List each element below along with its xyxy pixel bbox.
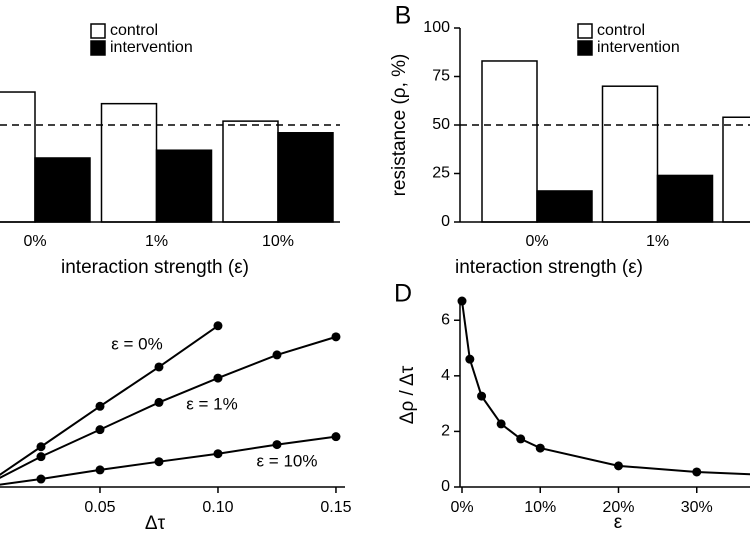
data-point (331, 332, 341, 342)
panel-label: D (394, 280, 412, 308)
bar (536, 190, 593, 223)
bar (100, 102, 158, 223)
data-point (477, 391, 487, 401)
bar (481, 60, 538, 223)
bar (222, 120, 279, 223)
x-axis-label: interaction strength (ε) (455, 257, 643, 278)
data-point (516, 434, 526, 444)
x-tick-label: 10% (524, 499, 556, 516)
x-tick-label: 0.05 (84, 499, 115, 516)
y-tick-label: 75 (432, 68, 450, 85)
data-point (154, 457, 164, 467)
y-tick-label: 50 (432, 116, 450, 133)
bar (601, 85, 659, 223)
bar (0, 91, 36, 223)
series-label: ε = 10% (257, 451, 318, 470)
data-point (154, 397, 164, 407)
x-tick-label: 30% (681, 499, 713, 516)
y-tick-label: 6 (441, 311, 450, 328)
data-point (465, 354, 475, 364)
bar (722, 116, 750, 223)
panel-label: B (395, 2, 412, 30)
bar (155, 149, 213, 223)
series-label: ε = 0% (111, 334, 163, 353)
x-tick-label: 1% (646, 233, 669, 250)
x-tick-label: 1% (145, 233, 168, 250)
data-point (36, 442, 46, 452)
x-tick-label: 10% (262, 233, 294, 250)
y-tick-label: 0 (441, 213, 450, 230)
y-tick-label: 25 (432, 165, 450, 182)
data-point (692, 467, 702, 477)
x-tick-label: 0.15 (320, 499, 351, 516)
legend-swatch (90, 23, 106, 39)
x-tick-label: 0.10 (202, 499, 233, 516)
legend-label: control (597, 22, 645, 39)
y-tick-label: 100 (423, 19, 450, 36)
y-tick-label: 4 (441, 367, 450, 384)
legend-swatch (577, 23, 593, 39)
data-point (95, 401, 105, 411)
data-point (36, 474, 46, 484)
series-line (461, 300, 750, 476)
legend-swatch (90, 40, 106, 56)
bar (656, 174, 714, 223)
data-point (272, 350, 282, 360)
x-axis-label: interaction strength (ε) (61, 257, 249, 278)
data-point (496, 419, 506, 429)
data-point (154, 362, 164, 372)
series-label: ε = 1% (186, 394, 238, 413)
bar (34, 157, 91, 223)
legend-label: control (110, 22, 158, 39)
data-point (272, 440, 282, 450)
legend-label: intervention (110, 39, 193, 56)
data-point (614, 461, 623, 471)
y-axis-label: resistance (ρ, %) (389, 54, 410, 197)
y-tick-label: 2 (441, 423, 450, 440)
x-axis-label: Δτ (145, 513, 166, 534)
data-point (95, 425, 105, 435)
data-point (535, 443, 545, 453)
data-point (95, 465, 105, 475)
x-axis-label: ε (614, 512, 623, 533)
legend-swatch (577, 40, 593, 56)
data-point (36, 452, 46, 462)
data-point (213, 449, 223, 459)
x-tick-label: 0% (525, 233, 548, 250)
y-axis-label: Δρ / Δτ (397, 365, 418, 424)
bar (277, 132, 334, 223)
legend-label: intervention (597, 39, 680, 56)
x-tick-label: 20% (602, 499, 634, 516)
data-point (213, 321, 223, 331)
y-tick-label: 0 (441, 478, 450, 495)
data-point (213, 373, 223, 383)
data-point (331, 432, 341, 442)
x-tick-label: 0% (450, 499, 473, 516)
x-tick-label: 0% (23, 233, 46, 250)
data-point (457, 296, 467, 306)
